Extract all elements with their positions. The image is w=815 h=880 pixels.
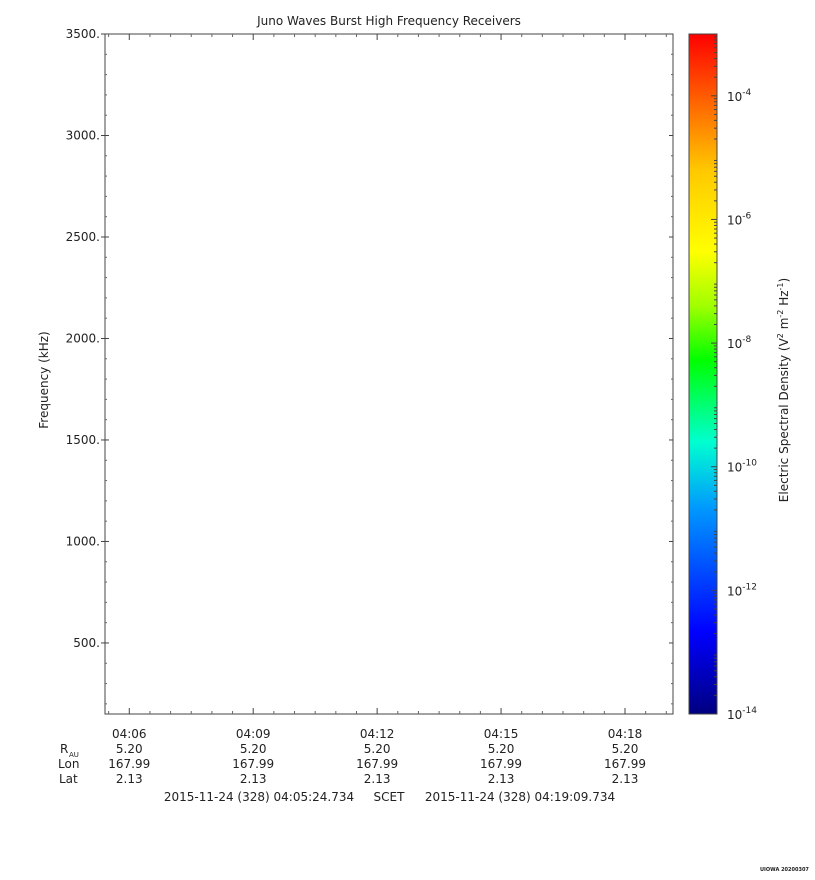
chart-title: Juno Waves Burst High Frequency Receiver…: [256, 14, 521, 28]
